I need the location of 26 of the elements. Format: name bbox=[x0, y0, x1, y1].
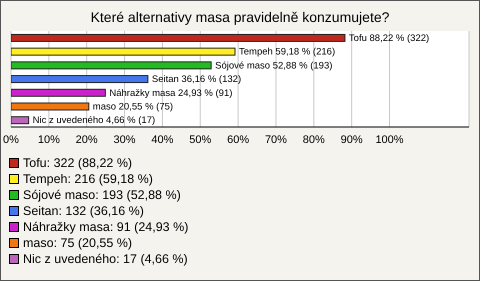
x-tick-label: 30% bbox=[114, 134, 136, 146]
x-tick-label: 50% bbox=[189, 134, 212, 146]
x-tick-label: 70% bbox=[264, 134, 288, 146]
data-label: Seitan 36,16 % (132) bbox=[152, 74, 242, 86]
data-label: Tempeh 59,18 % (216) bbox=[239, 46, 336, 58]
chart-title: Které alternativy masa pravidelně konzumujete? bbox=[90, 9, 390, 27]
x-tick-label: 100% bbox=[375, 134, 404, 146]
x-tick-label: 0% bbox=[3, 134, 20, 146]
x-tick-label: 80% bbox=[302, 134, 326, 146]
data-label: Sójové maso 52,88 % (193) bbox=[215, 60, 332, 72]
data-label: Náhražky masa 24,93 % (91) bbox=[109, 88, 232, 99]
legend-label: Tofu: 322 (88,22 %) bbox=[23, 156, 132, 170]
legend-label: maso: 75 (20,55 %) bbox=[23, 236, 132, 250]
data-label: maso 20,55 % (75) bbox=[92, 102, 174, 112]
legend-label: Tempeh: 216 (59,18 %) bbox=[23, 172, 153, 186]
x-tick-label: 10% bbox=[38, 134, 60, 146]
legend-label: Seitan: 132 (36,16 %) bbox=[23, 204, 144, 218]
x-tick-label: 90% bbox=[340, 134, 363, 146]
legend-label: Nic z uvedeného: 17 (4,66 %) bbox=[23, 252, 188, 266]
legend-label: Sójové maso: 193 (52,88 %) bbox=[23, 188, 181, 202]
data-label: Nic z uvedeného 4,66 % (17) bbox=[32, 115, 156, 126]
x-tick-label: 60% bbox=[227, 134, 250, 146]
data-label: Tofu 88,22 % (322) bbox=[348, 32, 430, 44]
legend-label: Náhražky masa: 91 (24,93 %) bbox=[23, 220, 188, 234]
x-tick-label: 40% bbox=[151, 134, 174, 146]
x-tick-label: 20% bbox=[76, 134, 98, 146]
